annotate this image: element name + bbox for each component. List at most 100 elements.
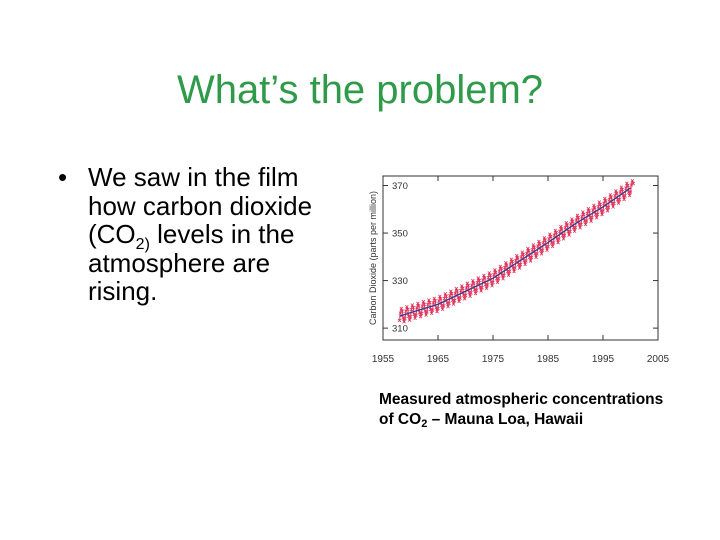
seasonal-point xyxy=(518,262,523,267)
seasonal-point xyxy=(417,311,422,315)
seasonal-point xyxy=(430,308,435,312)
seasonal-point xyxy=(557,237,561,241)
seasonal-point xyxy=(493,270,498,275)
seasonal-point xyxy=(400,309,405,313)
seasonal-point xyxy=(587,209,592,213)
y-tick-label: 310 xyxy=(392,324,408,335)
seasonal-point xyxy=(543,238,548,242)
seasonal-point xyxy=(552,233,557,237)
seasonal-point xyxy=(491,280,495,285)
seasonal-point xyxy=(508,262,513,266)
slide-title: What’s the problem? xyxy=(176,68,544,112)
seasonal-point xyxy=(498,264,503,269)
seasonal-point xyxy=(405,304,409,309)
seasonal-point xyxy=(618,190,623,194)
seasonal-point xyxy=(457,299,461,304)
seasonal-point xyxy=(454,286,459,291)
seasonal-point xyxy=(465,281,470,286)
seasonal-point xyxy=(499,266,504,271)
seasonal-point xyxy=(606,205,611,210)
seasonal-point xyxy=(438,294,442,299)
seasonal-point xyxy=(432,296,437,301)
seasonal-point xyxy=(466,283,471,288)
seasonal-point xyxy=(609,195,614,199)
seasonal-point xyxy=(614,191,619,195)
seasonal-point xyxy=(578,226,582,230)
seasonal-point xyxy=(583,222,588,227)
seasonal-point xyxy=(504,261,508,265)
seasonal-point xyxy=(416,301,420,306)
seasonal-point xyxy=(497,269,502,273)
seasonal-point xyxy=(507,269,512,274)
caption-line-2-subscript: 2 xyxy=(421,418,428,430)
x-tick-label: 1995 xyxy=(592,354,615,365)
seasonal-point xyxy=(438,297,443,301)
seasonal-point xyxy=(477,278,482,283)
y-tick-label: 350 xyxy=(392,229,408,240)
seasonal-point xyxy=(586,206,591,211)
seasonal-point xyxy=(590,215,594,220)
seasonal-point xyxy=(580,214,584,219)
seasonal-point xyxy=(413,316,417,321)
x-tick-label: 1965 xyxy=(427,354,450,365)
x-tick-label: 1985 xyxy=(537,354,560,365)
seasonal-point xyxy=(449,289,453,293)
seasonal-point xyxy=(416,304,421,308)
seasonal-point xyxy=(519,255,524,259)
seasonal-point xyxy=(429,311,434,316)
seasonal-point xyxy=(612,201,616,206)
caption-line-2-pre: of CO xyxy=(379,411,422,428)
seasonal-point xyxy=(424,313,428,317)
seasonal-point xyxy=(597,200,602,204)
seasonal-point xyxy=(601,209,605,213)
seasonal-point xyxy=(510,259,515,264)
seasonal-point xyxy=(625,183,630,188)
seasonal-point xyxy=(436,306,440,311)
seasonal-point xyxy=(605,209,610,213)
seasonal-point xyxy=(471,278,475,283)
y-tick-label: 370 xyxy=(392,181,408,192)
seasonal-point xyxy=(493,268,497,272)
seasonal-point xyxy=(568,229,572,234)
seasonal-point xyxy=(598,202,603,207)
seasonal-point xyxy=(509,257,514,262)
seasonal-point xyxy=(452,298,457,303)
seasonal-point xyxy=(603,199,608,203)
seasonal-point xyxy=(462,297,467,301)
seasonal-point xyxy=(476,276,481,280)
seasonal-point xyxy=(536,244,540,248)
seasonal-point xyxy=(441,304,446,308)
bullet-item: We saw in the film how carbon dioxide (C… xyxy=(88,163,368,306)
seasonal-point xyxy=(504,263,509,267)
seasonal-point xyxy=(600,212,604,217)
bullet-line-1: We saw in the film xyxy=(88,162,299,192)
seasonal-point xyxy=(548,232,552,236)
seasonal-point xyxy=(411,305,416,310)
seasonal-point xyxy=(585,211,590,216)
seasonal-point xyxy=(531,243,536,247)
seasonal-point xyxy=(412,312,416,317)
seasonal-point xyxy=(423,309,427,313)
seasonal-point xyxy=(574,218,579,222)
seasonal-point xyxy=(630,179,635,183)
seasonal-point xyxy=(397,318,402,323)
seasonal-point xyxy=(595,212,600,217)
seasonal-point xyxy=(414,313,418,317)
seasonal-point xyxy=(603,196,607,201)
caption-line-1: Measured atmospheric concentrations xyxy=(379,391,664,408)
seasonal-point xyxy=(433,299,438,303)
seasonal-point xyxy=(537,239,541,244)
seasonal-point xyxy=(496,277,501,281)
bullet-line-2: how carbon dioxide xyxy=(88,190,313,221)
seasonal-point xyxy=(631,181,636,186)
seasonal-point xyxy=(469,291,473,295)
seasonal-point xyxy=(490,283,494,288)
seasonal-point xyxy=(534,255,538,260)
seasonal-point xyxy=(559,227,564,231)
seasonal-point xyxy=(419,311,424,316)
seasonal-point xyxy=(572,229,577,234)
seasonal-point xyxy=(559,224,563,229)
seasonal-point xyxy=(573,225,578,230)
seasonal-point xyxy=(594,216,599,220)
